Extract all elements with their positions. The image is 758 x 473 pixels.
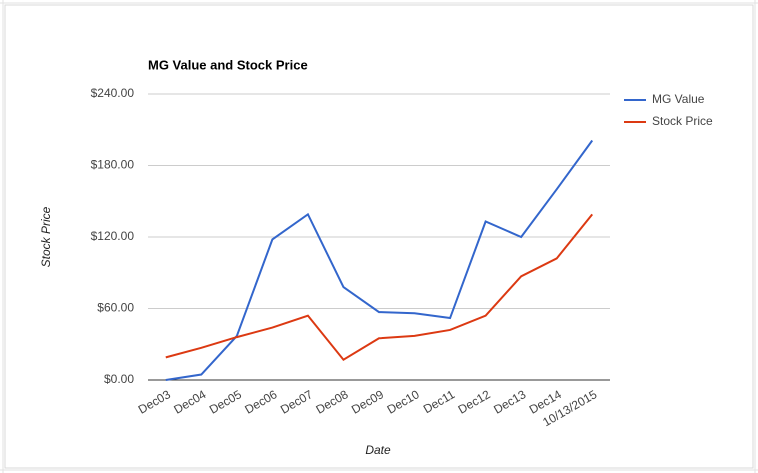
series-line <box>165 213 594 362</box>
y-tick-label: $120.00 <box>91 229 135 243</box>
y-axis-title: Stock Price <box>39 206 53 267</box>
x-axis-title: Date <box>365 443 391 457</box>
y-tick-label: $240.00 <box>91 86 135 100</box>
series-line <box>165 139 594 381</box>
legend-label: MG Value <box>652 92 705 106</box>
chart-title: MG Value and Stock Price <box>148 57 308 72</box>
y-tick-label: $60.00 <box>97 301 134 315</box>
y-tick-label: $180.00 <box>91 158 135 172</box>
y-tick-label: $0.00 <box>104 372 134 386</box>
legend-label: Stock Price <box>652 114 713 128</box>
